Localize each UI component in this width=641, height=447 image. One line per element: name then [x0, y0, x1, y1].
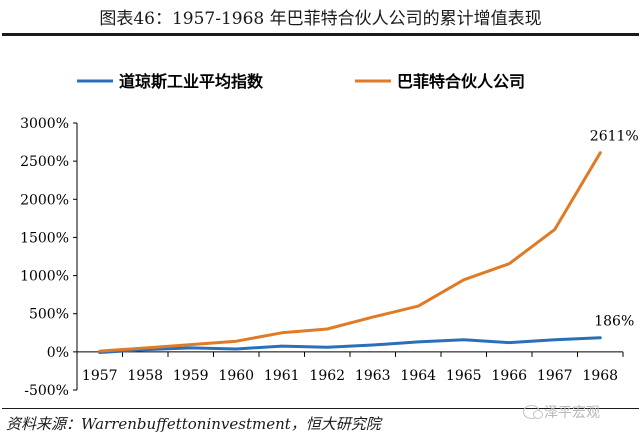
data-label-1: 186% — [594, 314, 634, 330]
y-tick-label: 500% — [29, 307, 69, 323]
x-tick-label: 1965 — [446, 368, 482, 384]
y-tick-label: 2500% — [20, 154, 69, 170]
y-tick-label: 1500% — [20, 230, 69, 246]
source-note: 资料来源：Warrenbuffettoninvestment，恒大研究院 — [6, 415, 381, 433]
y-tick-label: 1000% — [20, 269, 69, 285]
watermark: 泽平宏观 — [523, 402, 600, 422]
x-axis: 1957 1958 1959 1960 1961 1962 1963 1964 1965 1966… — [76, 351, 624, 384]
series-line-1 — [98, 151, 602, 353]
series-line-0 — [98, 336, 602, 354]
legend: 道琼斯工业平均指数 巴菲特合伙人公司 — [77, 72, 525, 91]
data-label-0: 2611% — [590, 129, 639, 145]
y-tick-label: -500% — [24, 383, 69, 399]
watermark-text: 泽平宏观 — [544, 405, 600, 421]
chart-title: 图表46：1957-1968 年巴菲特合伙人公司的累计增值表现 — [99, 9, 542, 29]
y-axis: -500% 0% 500% 1000% 1500% 2000% 2500% 3000% — [20, 116, 78, 399]
x-tick-label: 1967 — [537, 368, 573, 384]
series-lines — [98, 151, 602, 354]
x-tick-label: 1957 — [82, 368, 118, 384]
legend-label-0: 道琼斯工业平均指数 — [119, 72, 264, 91]
wechat-icon — [523, 405, 543, 419]
x-tick-label: 1964 — [400, 368, 436, 384]
legend-label-1: 巴菲特合伙人公司 — [397, 72, 525, 91]
x-tick-label: 1961 — [264, 368, 300, 384]
x-tick-label: 1962 — [309, 368, 345, 384]
x-tick-label: 1966 — [491, 368, 527, 384]
x-tick-label: 1968 — [582, 368, 618, 384]
y-tick-label: 2000% — [20, 192, 69, 208]
x-tick-label: 1958 — [127, 368, 163, 384]
x-tick-label: 1963 — [355, 368, 391, 384]
y-tick-label: 0% — [47, 345, 69, 361]
y-tick-label: 3000% — [20, 116, 69, 132]
source-rule — [2, 408, 639, 409]
x-tick-label: 1960 — [218, 368, 254, 384]
x-tick-label: 1959 — [173, 368, 209, 384]
title-rule — [2, 33, 639, 36]
data-labels: 2611% 186% — [590, 129, 639, 330]
